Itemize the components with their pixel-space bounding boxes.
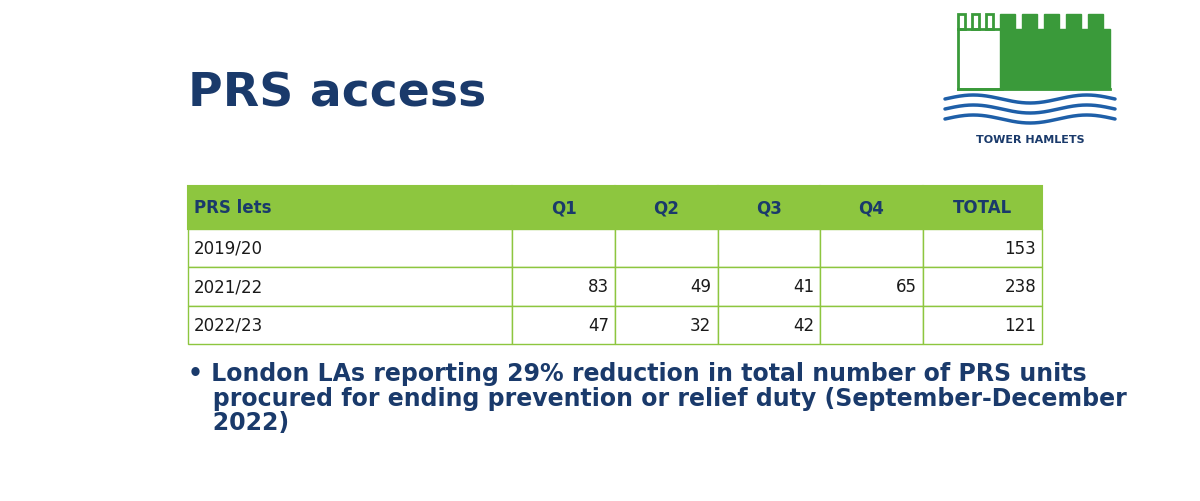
Text: Q2: Q2 — [653, 199, 679, 217]
Bar — [512, 268, 616, 306]
Text: 47: 47 — [588, 316, 608, 334]
Bar — [1000, 30, 1110, 90]
Text: Q4: Q4 — [858, 199, 884, 217]
Bar — [616, 268, 718, 306]
Text: PRS lets: PRS lets — [194, 199, 271, 217]
Bar — [923, 306, 1043, 345]
Bar — [820, 187, 923, 229]
Bar — [923, 268, 1043, 306]
Text: 2022): 2022) — [187, 410, 289, 434]
Bar — [512, 187, 616, 229]
Bar — [1066, 15, 1081, 30]
Text: 65: 65 — [895, 278, 917, 296]
Text: Q3: Q3 — [756, 199, 781, 217]
Bar — [820, 229, 923, 268]
Text: 41: 41 — [793, 278, 814, 296]
Bar — [187, 268, 512, 306]
Text: 238: 238 — [1004, 278, 1036, 296]
Bar — [820, 306, 923, 345]
Bar — [972, 15, 979, 30]
Bar — [1044, 15, 1060, 30]
Bar — [718, 229, 820, 268]
Text: 32: 32 — [690, 316, 712, 334]
Text: 42: 42 — [793, 316, 814, 334]
Text: • London LAs reporting 29% reduction in total number of PRS units: • London LAs reporting 29% reduction in … — [187, 361, 1086, 385]
Bar — [187, 187, 512, 229]
Bar — [986, 15, 994, 30]
Bar — [616, 306, 718, 345]
Bar — [512, 306, 616, 345]
Bar — [820, 268, 923, 306]
Text: 2019/20: 2019/20 — [194, 239, 263, 258]
Text: 83: 83 — [588, 278, 608, 296]
Bar — [1088, 15, 1103, 30]
Text: TOTAL: TOTAL — [953, 199, 1012, 217]
Bar — [718, 187, 820, 229]
Text: PRS access: PRS access — [187, 72, 486, 117]
Bar — [718, 268, 820, 306]
Bar — [187, 306, 512, 345]
Bar — [187, 229, 512, 268]
Bar — [958, 30, 1002, 90]
Bar — [1022, 15, 1037, 30]
Text: 121: 121 — [1004, 316, 1036, 334]
Text: 2021/22: 2021/22 — [194, 278, 263, 296]
Bar — [923, 187, 1043, 229]
Bar — [923, 229, 1043, 268]
Bar — [616, 229, 718, 268]
Bar — [512, 229, 616, 268]
Text: 153: 153 — [1004, 239, 1036, 258]
Text: TOWER HAMLETS: TOWER HAMLETS — [976, 135, 1085, 145]
Text: procured for ending prevention or relief duty (September-December: procured for ending prevention or relief… — [187, 386, 1127, 410]
Bar — [1000, 15, 1015, 30]
Text: 2022/23: 2022/23 — [194, 316, 263, 334]
Text: Q1: Q1 — [551, 199, 576, 217]
Bar — [616, 187, 718, 229]
Bar — [718, 306, 820, 345]
Text: 49: 49 — [690, 278, 712, 296]
Bar — [958, 15, 965, 30]
